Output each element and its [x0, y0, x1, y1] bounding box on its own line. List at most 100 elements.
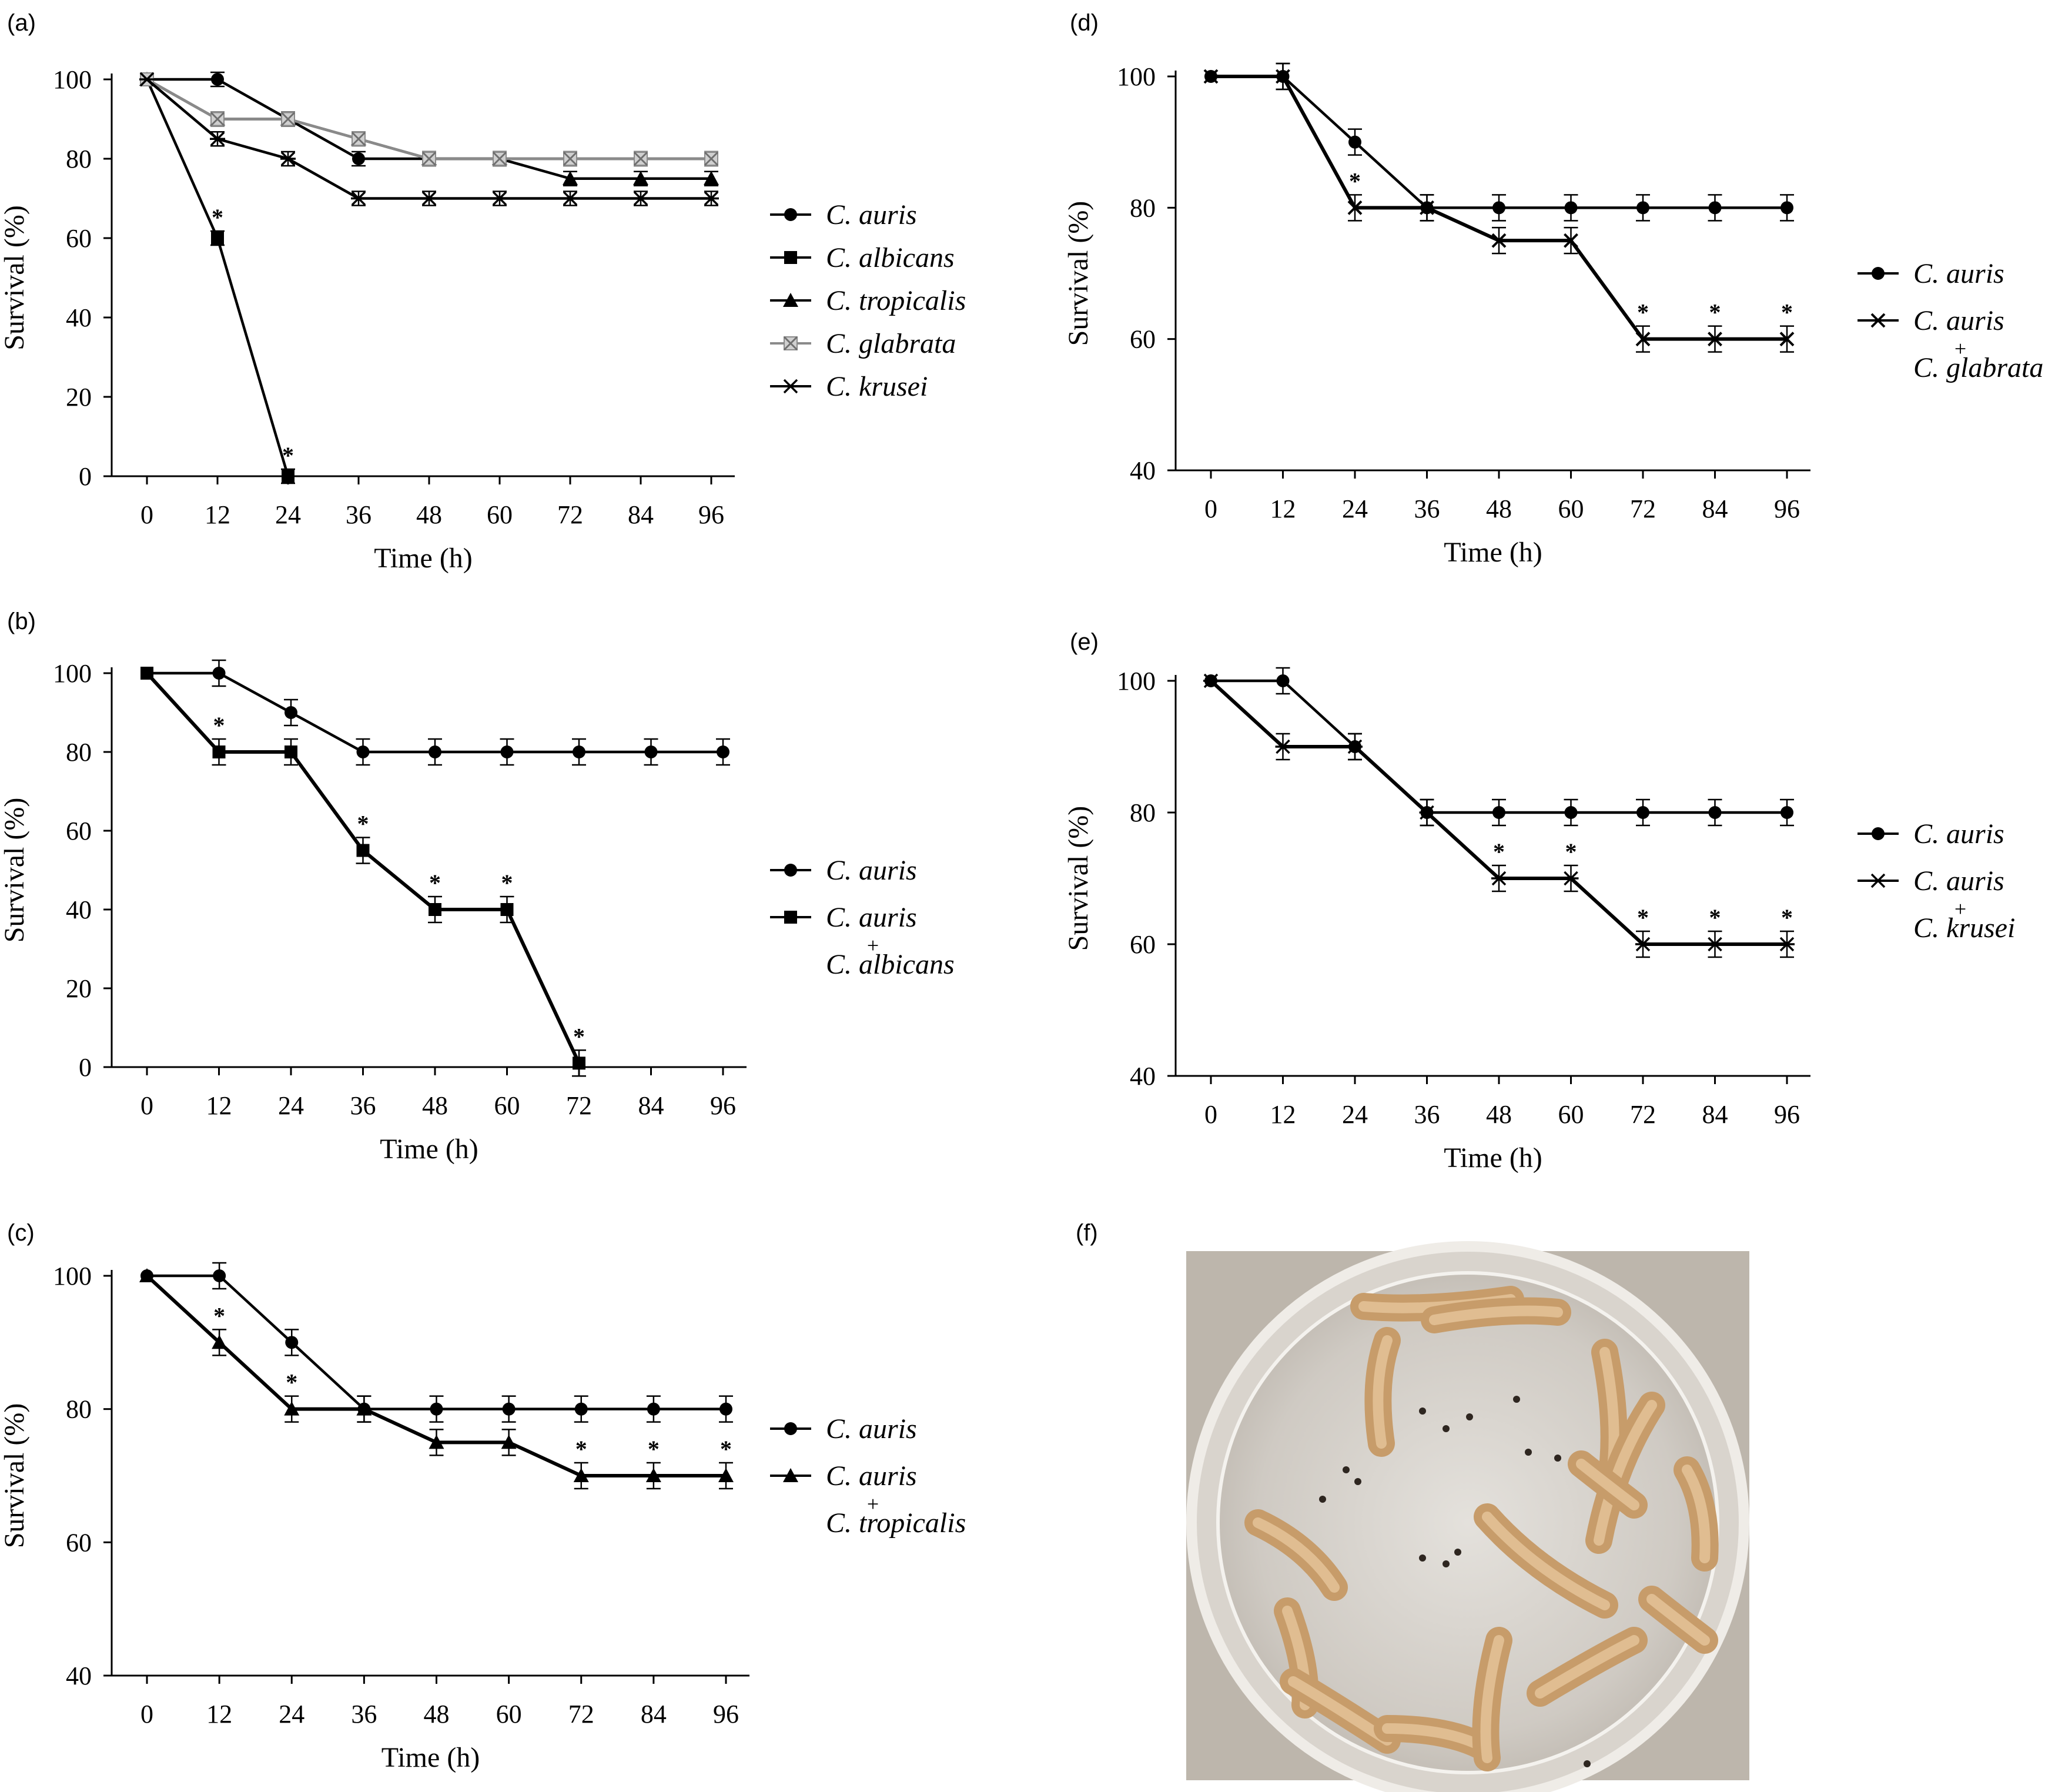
debris-speck [1354, 1478, 1361, 1485]
y-tick-label: 40 [66, 895, 92, 924]
series-3 [139, 72, 719, 167]
series-1: * * * * * [139, 1268, 734, 1490]
debris-speck [1554, 1455, 1561, 1462]
debris-speck [1443, 1560, 1450, 1567]
series-1: ** [140, 73, 295, 484]
legend-label: C. tropicalis [826, 285, 966, 316]
x-tick-label: 0 [140, 1700, 153, 1729]
data-point [500, 745, 514, 758]
data-point [139, 1268, 155, 1282]
y-tick-label: 0 [79, 462, 92, 491]
data-point [1564, 201, 1578, 215]
x-tick-label: 12 [206, 1700, 232, 1729]
x-tick-label: 12 [206, 1091, 232, 1120]
significance-marker: * [1637, 904, 1649, 931]
significance-marker: * [501, 870, 513, 896]
x-tick-label: 36 [1414, 1100, 1440, 1129]
data-point [633, 191, 648, 206]
x-tick-label: 72 [566, 1091, 592, 1120]
data-point [1635, 332, 1651, 347]
legend-marker [783, 379, 798, 394]
legend-label: C. auris [826, 1460, 917, 1492]
legend-marker [1872, 267, 1885, 280]
y-tick-label: 80 [66, 145, 92, 173]
data-point [573, 1468, 589, 1482]
data-point [140, 667, 153, 680]
x-tick-label: 84 [1702, 1100, 1728, 1129]
y-tick-label: 100 [53, 1262, 92, 1290]
larva-highlight [1429, 1305, 1563, 1325]
significance-marker: * [720, 1436, 732, 1462]
debris-speck [1319, 1496, 1326, 1503]
x-tick-label: 60 [487, 500, 513, 529]
legend-label: C. glabrata [1913, 352, 2043, 383]
debris-speck [1419, 1407, 1426, 1415]
data-point [1635, 937, 1651, 952]
x-tick-label: 84 [1702, 494, 1728, 523]
x-tick-label: 36 [351, 1700, 377, 1729]
debris-speck [1343, 1466, 1350, 1473]
data-point [421, 191, 437, 206]
panel-label-e: (e) [1070, 629, 1099, 655]
x-tick-label: 60 [496, 1700, 522, 1729]
y-tick-label: 0 [79, 1053, 92, 1082]
x-tick-label: 36 [350, 1091, 376, 1120]
legend-label: C. auris [1913, 305, 2004, 336]
data-point [563, 191, 578, 206]
data-point [1347, 200, 1363, 215]
x-tick-label: 24 [1342, 1100, 1368, 1129]
y-axis-title: Survival (%) [0, 1403, 30, 1549]
data-point [1276, 69, 1290, 84]
data-point [1492, 806, 1505, 819]
x-tick-label: 60 [494, 1091, 520, 1120]
larva-highlight [1576, 1459, 1639, 1510]
data-point [429, 1435, 444, 1449]
data-point [210, 112, 225, 126]
legend-marker [783, 1468, 798, 1482]
data-point [1708, 332, 1722, 347]
y-axis-title: Survival (%) [0, 205, 30, 350]
legend-label: C. auris [1913, 818, 2004, 850]
y-tick-label: 100 [53, 65, 92, 94]
significance-marker: * [1493, 838, 1505, 865]
chart-a: 0 20 40 60 80 100 0 12 24 36 48 60 72 84 96 Time (h) Sur… [0, 65, 966, 574]
x-tick-label: 96 [1774, 1100, 1800, 1129]
y-tick-label: 80 [1130, 798, 1156, 827]
x-tick-label: 0 [140, 1091, 153, 1120]
panel-label-f: (f) [1076, 1220, 1098, 1246]
data-point [573, 1057, 585, 1070]
data-point [492, 151, 507, 166]
series-2 [139, 72, 719, 186]
significance-marker: * [429, 870, 441, 896]
series-1: * * * * * [140, 667, 586, 1077]
data-point [1780, 806, 1793, 819]
y-tick-label: 60 [66, 1528, 92, 1557]
data-point [282, 470, 294, 483]
legend-plus: + [867, 934, 879, 957]
larva-highlight [1288, 1676, 1393, 1746]
significance-marker: * [575, 1436, 587, 1462]
y-axis-title: Survival (%) [1063, 806, 1094, 951]
data-point [1564, 233, 1578, 248]
significance-marker: * [213, 712, 225, 738]
data-point [429, 745, 441, 758]
y-tick-label: 80 [1130, 193, 1156, 222]
data-point [563, 151, 578, 166]
data-point [704, 191, 719, 206]
data-point [211, 73, 224, 86]
data-point [212, 667, 226, 680]
y-tick-label: 20 [66, 383, 92, 412]
y-tick-label: 100 [1117, 667, 1156, 696]
y-axis-title: Survival (%) [0, 798, 30, 943]
legend-marker [1872, 827, 1885, 840]
data-point [1636, 806, 1649, 819]
data-point [280, 112, 296, 126]
x-tick-label: 0 [140, 500, 153, 529]
series-0 [140, 659, 730, 766]
larva-highlight [1480, 1635, 1504, 1763]
legend-plus: + [867, 1492, 879, 1516]
x-tick-label: 48 [416, 500, 442, 529]
